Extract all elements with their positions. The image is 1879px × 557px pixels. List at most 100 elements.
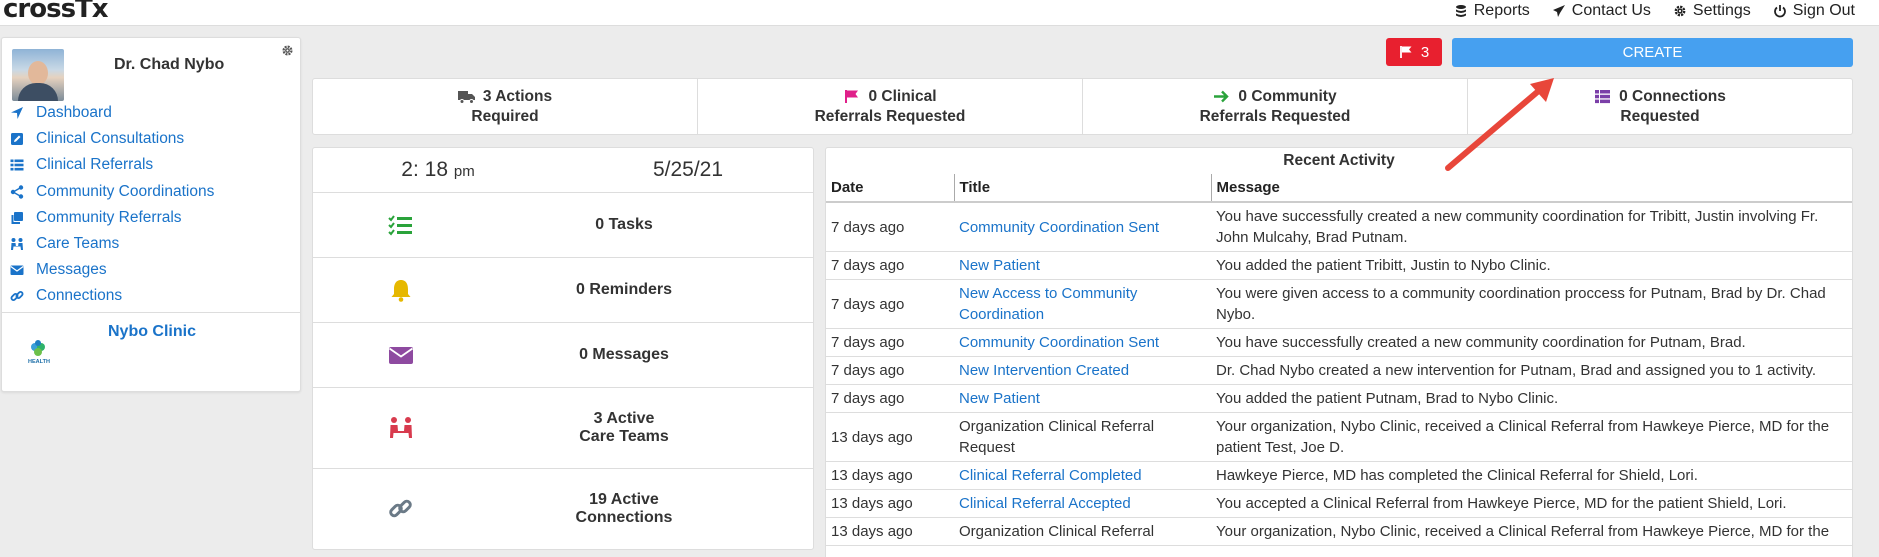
activity-date: 13 days ago [826,517,954,546]
activity-message: You have successfully created a new comm… [1211,202,1852,252]
stat-connections-requested[interactable]: 0 Connections Requested [1468,79,1852,134]
stat-community-referrals-requested[interactable]: 0 Community Referrals Requested [1083,79,1468,134]
sidebar-item-messages[interactable]: Messages [10,257,214,283]
clock-row: 2: 18 pm 5/25/21 [313,148,813,193]
activity-title-link[interactable]: Community Coordination Sent [959,218,1160,236]
widget-tasks[interactable]: 0 Tasks [313,193,813,258]
activity-title-cell: Community Coordination Sent [954,328,1211,357]
sidebar-item-community-referrals[interactable]: Community Referrals [10,205,214,231]
contact-us-label: Contact Us [1571,2,1651,19]
widget-connections[interactable]: 19 Active Connections [313,469,813,549]
sidebar-item-community-coordinations[interactable]: Community Coordinations [10,179,214,205]
recent-activity-panel: Recent Activity Date Title Message 7 day… [825,147,1853,557]
activity-title-link[interactable]: New Access to Community Coordination [959,285,1138,323]
stat-line2: Requested [1620,107,1700,125]
sidebar-item-care-teams[interactable]: Care Teams [10,231,214,257]
stat-line2: Referrals Requested [1199,107,1351,125]
sidebar-item-label: Messages [36,261,107,279]
table-row: 13 days ago Clinical Referral Accepted You… [826,489,1852,518]
sign-out-link[interactable]: Sign Out [1773,2,1855,20]
sidebar-item-label: Dashboard [36,104,112,122]
avatar[interactable] [12,49,64,101]
sidebar-item-label: Clinical Referrals [36,156,154,174]
activity-title-cell: New Intervention Created [954,356,1211,385]
activity-title-link[interactable]: New Patient [959,257,1040,274]
table-row: 7 days ago New Patient You added the patie… [826,384,1852,413]
activity-title-link[interactable]: Clinical Referral Completed [959,467,1142,484]
clock-ampm: pm [453,163,475,180]
top-bar: crossTx Reports Contact Us Settings Sign… [0,0,1879,26]
activity-title-link[interactable]: New Patient [959,390,1040,407]
activity-message: Your organization, Nybo Clinic, received… [1211,412,1852,462]
widget-messages[interactable]: 0 Messages [313,323,813,388]
envelope-icon [388,347,414,364]
flag-count-button[interactable]: 3 [1386,38,1442,66]
column-header-message[interactable]: Message [1211,174,1852,203]
edit-square-icon [11,133,23,146]
crosstx-logo[interactable]: crossTx [3,0,109,24]
widget-label: 0 Tasks [595,216,653,233]
activity-date: 13 days ago [826,412,954,462]
annotation-arrow [1445,78,1554,171]
activity-title-cell: Clinical Referral Completed [954,461,1211,490]
widget-care-teams[interactable]: 3 Active Care Teams [313,388,813,469]
sign-out-label: Sign Out [1792,2,1855,19]
sidebar-nav: Dashboard Clinical Consultations Clinica… [10,100,214,310]
activity-message: Dr. Chad Nybo created a new intervention… [1211,356,1852,385]
arrow-right-icon [1214,90,1230,103]
table-row: 7 days ago Community Coordination Sent You… [826,202,1852,252]
contact-us-link[interactable]: Contact Us [1552,2,1651,20]
activity-title-link[interactable]: Community Coordination Sent [959,334,1160,351]
table-row: 13 days ago Clinical Referral Completed Ha… [826,461,1852,490]
widget-label-line1: 3 Active [593,410,655,427]
sidebar-item-label: Community Coordinations [36,182,215,200]
gear-icon[interactable] [281,44,294,57]
summary-widget: 2: 18 pm 5/25/21 0 Tasks 0 Reminders 0 M… [312,147,814,550]
widget-label: 3 Active Care Teams [489,410,759,446]
database-icon [1455,5,1466,17]
activity-message: You added the patient Putnam, Brad to Ny… [1211,384,1852,413]
svg-text:HEALTH: HEALTH [28,359,50,365]
activity-title-cell: New Patient [954,384,1211,413]
activity-title-text: Organization Clinical Referral [959,523,1155,540]
clone-icon [11,211,23,224]
people-icon [390,417,412,438]
table-row: 13 days ago Organization Clinical Referra… [826,517,1852,546]
power-icon [1773,5,1786,18]
clock-time-value: 2: 18 [401,158,449,181]
activity-date: 7 days ago [826,356,954,385]
column-header-title[interactable]: Title [954,174,1212,203]
clinic-name[interactable]: Nybo Clinic [107,323,196,340]
clock-time: 2: 18 pm [313,158,563,182]
sidebar-item-clinical-consultations[interactable]: Clinical Consultations [10,126,214,152]
settings-link[interactable]: Settings [1673,2,1751,20]
stat-line2: Referrals Requested [814,107,966,125]
reports-label: Reports [1473,2,1530,19]
sidebar-item-label: Community Referrals [36,208,182,226]
activity-title-cell: Community Coordination Sent [954,202,1211,252]
clinic-logo: HEALTH [28,340,50,365]
bell-icon [391,280,411,302]
stat-line1: 0 Connections [1619,87,1726,105]
envelope-icon [10,265,24,276]
sidebar-item-clinical-referrals[interactable]: Clinical Referrals [10,152,214,178]
stat-actions-required[interactable]: 3 Actions Required [313,79,698,134]
flag-icon [1399,46,1412,58]
activity-message: Hawkeye Pierce, MD has completed the Cli… [1211,461,1852,490]
activity-table-body: 7 days ago Community Coordination Sent You… [826,202,1852,546]
stat-clinical-referrals-requested[interactable]: 0 Clinical Referrals Requested [698,79,1083,134]
column-header-date[interactable]: Date [826,174,955,203]
widget-label-line1: 19 Active [589,491,659,508]
widget-reminders[interactable]: 0 Reminders [313,258,813,323]
sidebar-item-connections[interactable]: Connections [10,283,214,309]
activity-title-link[interactable]: Clinical Referral Accepted [959,495,1131,512]
sidebar-divider [2,312,300,313]
sidebar-item-dashboard[interactable]: Dashboard [10,100,214,126]
tasks-icon [388,215,412,236]
reports-link[interactable]: Reports [1454,2,1530,20]
activity-title-link[interactable]: New Intervention Created [959,362,1130,379]
stat-line1: 3 Actions [482,87,553,105]
create-button[interactable]: CREATE [1452,38,1853,67]
activity-message: You added the patient Tribitt, Justin to… [1211,251,1852,280]
stats-bar: 3 Actions Required 0 Clinical Referrals … [312,78,1853,135]
